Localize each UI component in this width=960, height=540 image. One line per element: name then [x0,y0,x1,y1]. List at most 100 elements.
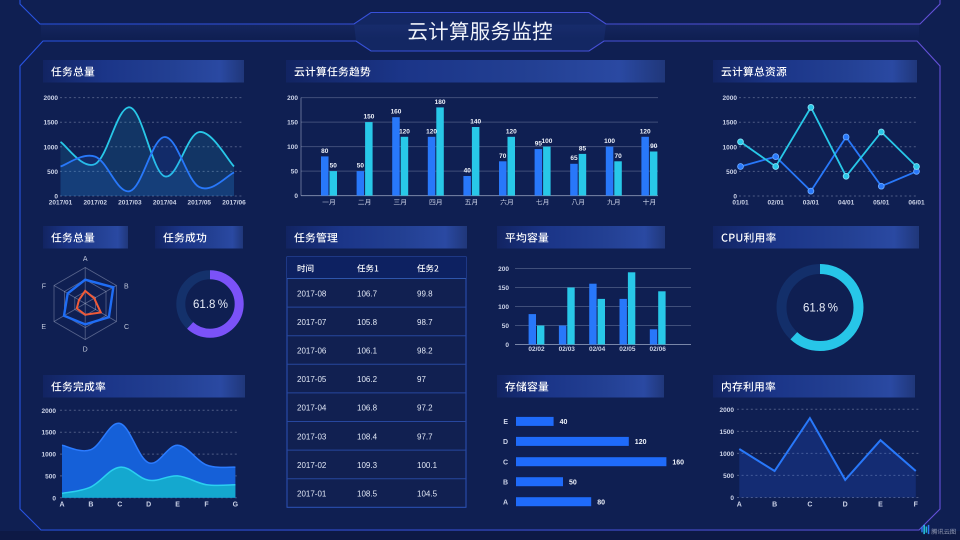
svg-text:95: 95 [535,141,543,148]
svg-text:01/01: 01/01 [732,200,749,207]
svg-text:108.4: 108.4 [357,432,378,441]
svg-text:1000: 1000 [720,451,735,458]
svg-text:06/01: 06/01 [908,200,925,207]
svg-text:106.8: 106.8 [357,404,378,413]
svg-text:120: 120 [399,128,410,135]
svg-text:40: 40 [560,419,568,426]
svg-text:500: 500 [723,473,734,480]
svg-text:70: 70 [499,153,507,160]
svg-text:2017-01: 2017-01 [297,490,327,499]
svg-text:150: 150 [287,120,298,127]
svg-text:2017-02: 2017-02 [297,461,327,470]
svg-text:160: 160 [391,109,402,116]
svg-text:85: 85 [579,145,587,152]
svg-text:1500: 1500 [44,120,59,127]
svg-text:02/02: 02/02 [528,346,545,353]
svg-text:2000: 2000 [720,407,735,414]
svg-text:98.7: 98.7 [417,318,433,327]
svg-text:02/01: 02/01 [768,200,785,207]
svg-text:A: A [59,502,64,509]
svg-text:99.8: 99.8 [417,289,433,298]
svg-text:02/06: 02/06 [650,346,667,353]
svg-text:B: B [503,479,508,486]
svg-text:G: G [233,502,239,509]
svg-text:E: E [878,502,883,509]
svg-text:105.8: 105.8 [357,318,378,327]
svg-text:40: 40 [464,168,472,175]
svg-text:108.5: 108.5 [357,490,378,499]
svg-text:D: D [146,502,151,509]
svg-text:97.7: 97.7 [417,432,433,441]
svg-text:2017/02: 2017/02 [83,200,107,207]
svg-text:E: E [41,324,46,331]
svg-text:2017-05: 2017-05 [297,375,327,384]
svg-text:50: 50 [330,163,338,170]
svg-text:F: F [204,502,209,509]
svg-text:2017/06: 2017/06 [222,200,246,207]
svg-text:1500: 1500 [723,120,738,127]
svg-text:C: C [807,502,812,509]
svg-text:180: 180 [435,99,446,106]
svg-text:109.3: 109.3 [357,461,378,470]
svg-text:106.7: 106.7 [357,289,378,298]
svg-text:100: 100 [541,138,552,145]
svg-text:1000: 1000 [44,144,59,151]
svg-text:0: 0 [52,495,56,502]
svg-text:0: 0 [730,495,734,502]
svg-text:2017-03: 2017-03 [297,432,327,441]
svg-text:50: 50 [502,323,510,330]
svg-text:2000: 2000 [42,408,57,415]
svg-text:120: 120 [640,128,651,135]
svg-text:120: 120 [426,128,437,135]
svg-text:50: 50 [569,479,577,486]
svg-text:500: 500 [726,169,737,176]
svg-text:05/01: 05/01 [873,200,890,207]
svg-text:2017/05: 2017/05 [188,200,212,207]
svg-text:2017-06: 2017-06 [297,347,327,356]
svg-text:97: 97 [417,375,426,384]
svg-text:2017-04: 2017-04 [297,404,327,413]
svg-text:02/05: 02/05 [619,346,636,353]
svg-text:B: B [124,284,129,291]
svg-text:80: 80 [321,148,329,155]
svg-text:02/03: 02/03 [559,346,576,353]
svg-text:100.1: 100.1 [417,461,438,470]
svg-text:1000: 1000 [42,452,57,459]
svg-text:D: D [83,347,88,354]
svg-text:A: A [503,499,508,506]
svg-text:61.8 %: 61.8 % [803,303,838,315]
svg-text:2017-07: 2017-07 [297,318,327,327]
svg-text:106.2: 106.2 [357,375,378,384]
svg-text:70: 70 [614,153,622,160]
svg-text:1500: 1500 [42,430,57,437]
svg-text:2000: 2000 [44,95,59,102]
svg-text:03/01: 03/01 [803,200,820,207]
svg-text:90: 90 [650,143,658,150]
svg-text:50: 50 [357,163,365,170]
svg-text:98.2: 98.2 [417,347,433,356]
svg-text:100: 100 [498,304,509,311]
svg-text:2000: 2000 [723,95,738,102]
svg-text:A: A [83,256,88,263]
svg-text:E: E [175,502,180,509]
svg-text:2017/01: 2017/01 [49,200,73,207]
svg-text:120: 120 [635,439,647,446]
svg-text:80: 80 [597,499,605,506]
svg-text:0: 0 [54,194,58,201]
svg-text:F: F [42,284,46,291]
svg-text:104.5: 104.5 [417,490,438,499]
svg-text:65: 65 [570,155,578,162]
svg-text:D: D [843,502,848,509]
svg-text:E: E [503,419,508,426]
svg-text:0: 0 [733,194,737,201]
svg-text:100: 100 [604,138,615,145]
svg-text:200: 200 [498,266,509,273]
svg-text:120: 120 [506,128,517,135]
svg-text:F: F [914,502,919,509]
svg-text:C: C [124,324,129,331]
svg-text:2017/04: 2017/04 [153,200,177,207]
svg-text:500: 500 [47,169,58,176]
svg-text:1500: 1500 [720,429,735,436]
svg-text:02/04: 02/04 [589,346,606,353]
svg-text:1000: 1000 [723,144,738,151]
